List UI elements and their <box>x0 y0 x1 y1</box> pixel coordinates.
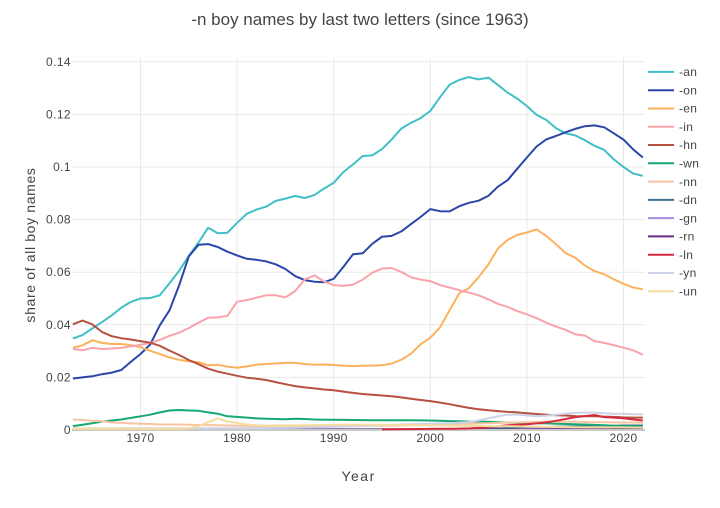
svg-text:0.08: 0.08 <box>46 213 71 227</box>
svg-text:-rn: -rn <box>679 230 695 244</box>
svg-text:-yn: -yn <box>679 266 697 280</box>
svg-text:-in: -in <box>679 120 693 134</box>
svg-text:-dn: -dn <box>679 193 697 207</box>
svg-text:0.1: 0.1 <box>53 160 71 174</box>
svg-text:1980: 1980 <box>223 431 251 445</box>
svg-text:share of all boy names: share of all boy names <box>22 167 38 322</box>
svg-text:Year: Year <box>341 468 375 484</box>
svg-text:1990: 1990 <box>320 431 348 445</box>
svg-text:-hn: -hn <box>679 138 697 152</box>
svg-text:2000: 2000 <box>416 431 444 445</box>
svg-text:-wn: -wn <box>679 157 699 171</box>
svg-text:2010: 2010 <box>513 431 541 445</box>
svg-text:-un: -un <box>679 285 697 299</box>
svg-text:-en: -en <box>679 102 697 116</box>
svg-text:-an: -an <box>679 65 697 79</box>
svg-text:-n boy names by last two lette: -n boy names by last two letters (since … <box>191 10 528 29</box>
svg-text:1970: 1970 <box>127 431 155 445</box>
svg-text:-gn: -gn <box>679 211 697 225</box>
svg-text:0.04: 0.04 <box>46 318 71 332</box>
svg-text:0.02: 0.02 <box>46 370 71 384</box>
svg-text:-nn: -nn <box>679 175 697 189</box>
svg-text:2020: 2020 <box>610 431 638 445</box>
svg-text:-on: -on <box>679 83 697 97</box>
svg-text:0: 0 <box>64 423 71 437</box>
svg-text:-ln: -ln <box>679 248 693 262</box>
svg-text:0.14: 0.14 <box>46 55 71 69</box>
svg-text:0.12: 0.12 <box>46 107 71 121</box>
svg-text:0.06: 0.06 <box>46 265 71 279</box>
